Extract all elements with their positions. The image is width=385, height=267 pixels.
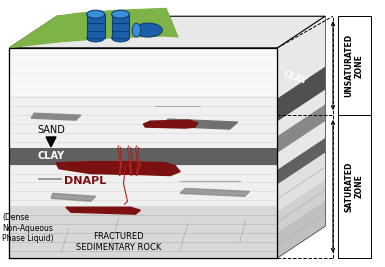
Polygon shape [9,16,325,48]
Polygon shape [9,8,178,48]
Polygon shape [9,48,277,96]
Ellipse shape [132,23,141,37]
Polygon shape [9,164,277,206]
Text: SATURATED
ZONE: SATURATED ZONE [345,161,364,211]
Ellipse shape [112,34,129,42]
Polygon shape [56,162,180,176]
Text: FRACTURED
SEDIMENTARY ROCK: FRACTURED SEDIMENTARY ROCK [76,232,161,252]
Ellipse shape [87,10,105,18]
Polygon shape [66,207,141,214]
Polygon shape [277,121,325,170]
Polygon shape [277,66,325,121]
Ellipse shape [87,34,105,42]
Text: DNAPL: DNAPL [64,176,106,186]
Text: CLAY: CLAY [37,151,64,161]
Polygon shape [9,206,277,258]
Text: UNSATURATED
ZONE: UNSATURATED ZONE [345,34,364,97]
Polygon shape [277,16,325,258]
Polygon shape [9,96,277,148]
Polygon shape [46,137,56,147]
Polygon shape [143,120,198,128]
Bar [338,115,371,258]
Polygon shape [51,193,96,201]
Polygon shape [9,48,277,258]
Bar [87,14,105,38]
Text: SAND: SAND [37,125,65,135]
Polygon shape [277,180,325,233]
Polygon shape [160,119,238,129]
Polygon shape [277,201,325,258]
Ellipse shape [112,10,129,18]
Polygon shape [9,148,277,164]
Polygon shape [277,16,325,98]
Text: (Dense
Non-Aqueous
Phase Liquid): (Dense Non-Aqueous Phase Liquid) [2,213,54,243]
Bar [112,14,129,38]
Polygon shape [180,189,249,196]
Ellipse shape [134,23,162,37]
Bar [338,16,371,115]
Polygon shape [277,104,325,153]
Polygon shape [277,153,325,211]
Polygon shape [31,113,81,120]
Polygon shape [277,90,325,136]
Polygon shape [277,138,325,184]
Text: CLAY: CLAY [282,70,308,87]
